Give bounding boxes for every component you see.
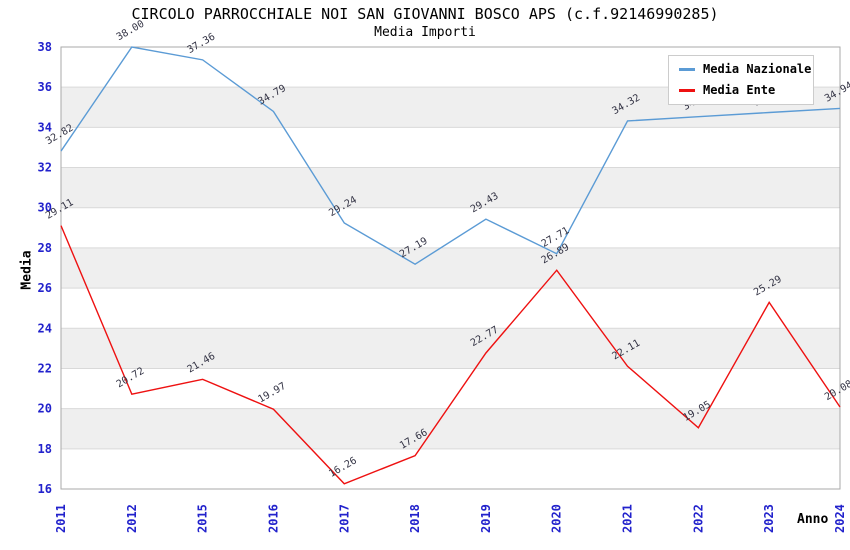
x-tick-label: 2012 (125, 504, 139, 533)
legend-swatch-ente-icon (679, 88, 695, 92)
y-tick-label: 30 (38, 201, 52, 215)
y-tick-label: 34 (38, 120, 52, 134)
y-tick-label: 26 (38, 281, 52, 295)
x-tick-label: 2024 (833, 504, 847, 533)
x-tick-label: 2021 (621, 504, 635, 533)
grid-band (61, 167, 840, 208)
grid-band (61, 408, 840, 449)
data-label: 38.00 (115, 19, 147, 44)
y-tick-label: 16 (38, 482, 52, 496)
y-tick-label: 24 (38, 321, 52, 335)
data-label: 37.36 (186, 31, 218, 56)
y-tick-label: 38 (38, 40, 52, 54)
y-tick-label: 22 (38, 361, 52, 375)
chart-subtitle: Media Importi (374, 25, 476, 40)
series-line-media-ente (60, 225, 841, 485)
legend-label-ente: Media Ente (703, 83, 776, 97)
legend-swatch-nazionale-icon (679, 67, 695, 71)
x-tick-label: 2016 (266, 504, 280, 533)
x-tick-label: 2020 (550, 504, 564, 533)
x-tick-label: 2022 (691, 504, 705, 533)
y-axis-title: Media (19, 250, 35, 290)
plot-frame (60, 46, 841, 490)
series-line-media-nazionale (60, 46, 841, 266)
grid-band (61, 328, 840, 369)
grid-band (61, 247, 840, 289)
data-label: 20.72 (115, 366, 147, 391)
chart-title: CIRCOLO PARROCCHIALE NOI SAN GIOVANNI BO… (131, 5, 719, 23)
y-tick-label: 18 (38, 442, 52, 456)
data-label: 20.08 (823, 379, 850, 404)
legend-item-media-nazionale: Media Nazionale (679, 62, 811, 76)
x-tick-label: 2011 (54, 504, 68, 533)
legend: Media Nazionale Media Ente (668, 55, 814, 105)
x-tick-label: 2018 (408, 504, 422, 533)
y-tick-label: 20 (38, 402, 52, 416)
data-label: 19.97 (256, 381, 288, 406)
y-tick-label: 28 (38, 241, 52, 255)
x-axis-title: Anno (797, 512, 829, 527)
legend-label-nazionale: Media Nazionale (703, 62, 812, 76)
data-label: 16.26 (327, 455, 359, 480)
y-tick-label: 32 (38, 161, 52, 175)
legend-item-media-ente: Media Ente (679, 83, 807, 97)
x-tick-label: 2019 (479, 504, 493, 533)
y-tick-label: 36 (38, 80, 52, 94)
x-tick-label: 2015 (196, 504, 210, 533)
x-tick-label: 2017 (337, 504, 351, 533)
x-tick-label: 2023 (762, 504, 776, 533)
